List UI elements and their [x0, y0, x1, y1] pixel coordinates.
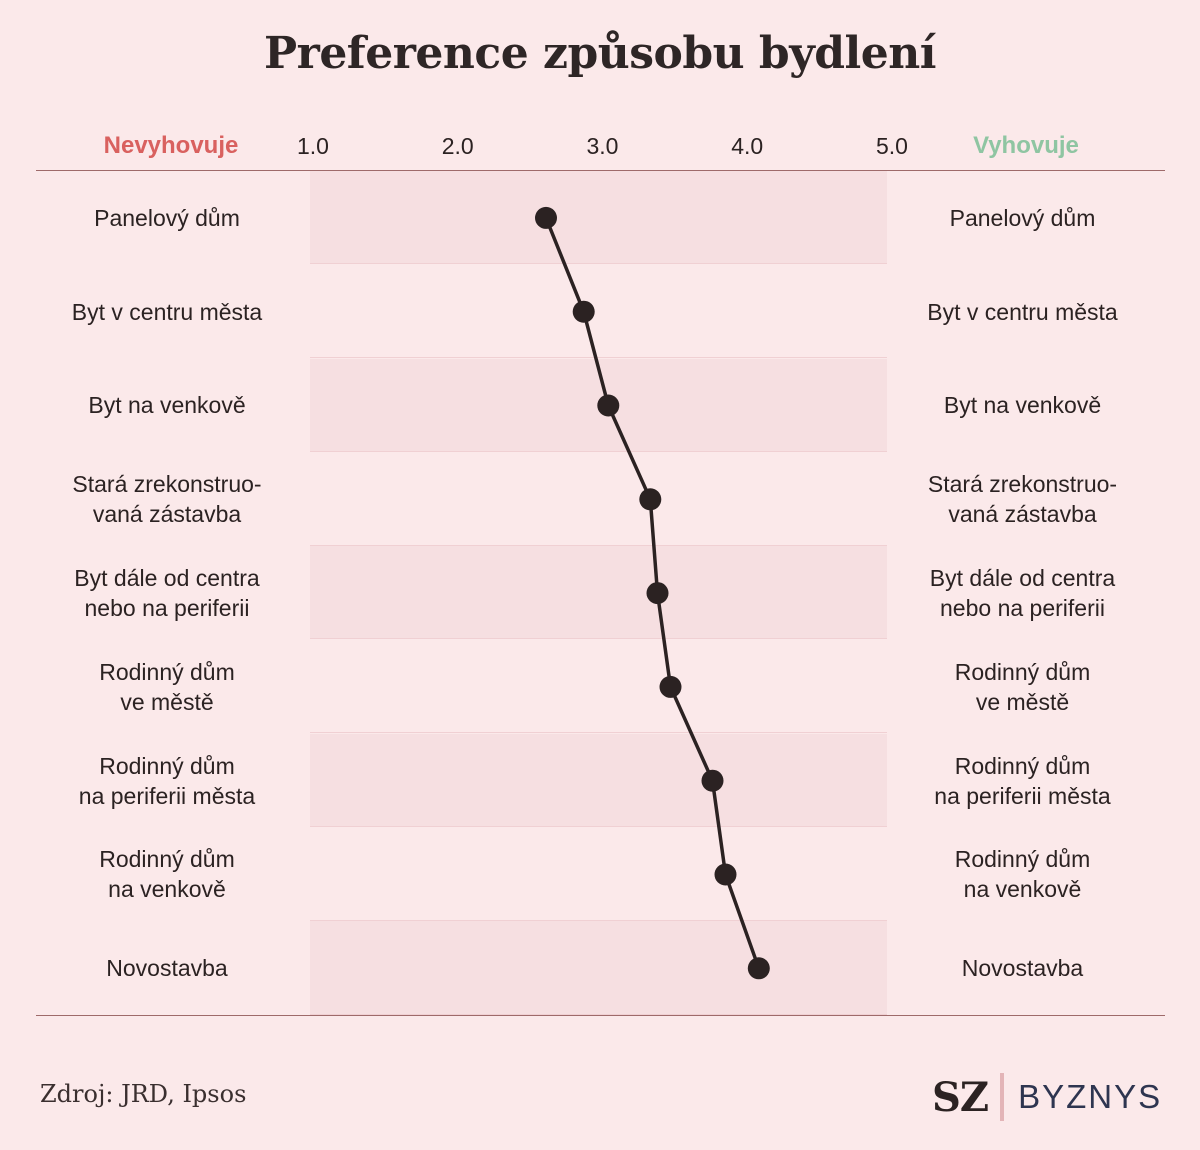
category-label-left: Byt na venkově: [88, 392, 246, 419]
x-tick-label: 2.0: [441, 133, 474, 159]
logo-byznys: BYZNYS: [1018, 1078, 1163, 1115]
category-label-left: Byt v centru města: [71, 298, 263, 325]
category-label-right: Byt v centru města: [927, 298, 1118, 325]
category-label-right: Rodinný dům ve městě: [954, 658, 1091, 715]
category-label-left: Stará zrekonstruo- vaná zástavba: [72, 471, 262, 528]
x-tick-label: 3.0: [586, 133, 619, 159]
row-band: [310, 733, 887, 828]
chart-title: Preference způsobu bydlení: [264, 28, 936, 79]
positive-header: Vyhovuje: [973, 132, 1079, 159]
category-label-left: Rodinný dům na periferii města: [78, 752, 256, 809]
top-rule: [36, 170, 1165, 171]
category-label-right: Byt na venkově: [943, 392, 1102, 419]
row-band: [310, 171, 887, 265]
row-band: [310, 828, 887, 921]
sz-byznys-logo: SZ BYZNYS: [932, 1072, 1162, 1122]
category-label-right: Stará zrekonstruo- vaná zástavba: [927, 471, 1118, 528]
category-label-right: Novostavba: [961, 955, 1084, 982]
x-tick-label: 5.0: [876, 133, 908, 159]
row-band: [310, 452, 887, 546]
category-label-left: Rodinný dům na venkově: [99, 846, 235, 903]
category-label-right: Byt dále od centra nebo na periferii: [929, 565, 1116, 622]
row-band: [310, 358, 887, 452]
category-label-right: Rodinný dům na periferii města: [934, 752, 1111, 809]
x-tick-label: 1.0: [297, 133, 329, 159]
negative-header: Nevyhovuje: [103, 132, 239, 159]
row-band: [310, 265, 887, 359]
category-label-left: Byt dále od centra nebo na periferii: [74, 565, 260, 622]
source-note: Zdroj: JRD, Ipsos: [40, 1080, 247, 1108]
logo-divider: [1000, 1073, 1005, 1121]
category-label-left: Novostavba: [106, 955, 228, 982]
category-label-right: Rodinný dům na venkově: [954, 846, 1091, 903]
row-band: [310, 640, 887, 734]
category-label-left: Rodinný dům ve městě: [99, 658, 235, 715]
category-label-right: Panelový dům: [949, 204, 1096, 231]
logo-sz: SZ: [932, 1073, 989, 1121]
row-band: [310, 921, 887, 1015]
category-label-left: Panelový dům: [94, 204, 240, 231]
x-tick-label: 4.0: [731, 133, 764, 159]
bottom-rule: [36, 1015, 1165, 1016]
row-band: [310, 546, 887, 640]
